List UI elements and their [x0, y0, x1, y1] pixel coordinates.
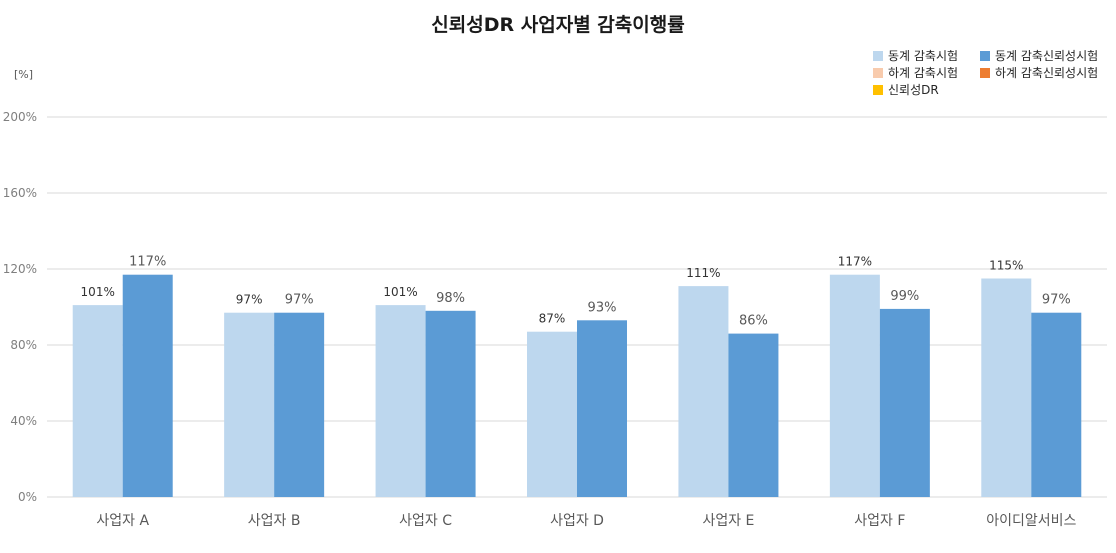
bar-winter-reliability-test	[425, 310, 476, 497]
chart-title: 신뢰성DR 사업자별 감축이행률	[431, 14, 684, 36]
y-tick-label: 160%	[3, 186, 37, 200]
x-category-label: 아이디알서비스	[986, 513, 1076, 529]
legend-swatch	[873, 85, 883, 95]
bar-winter-test	[224, 312, 275, 497]
y-tick-label: 120%	[3, 262, 37, 276]
bar-winter-reliability-test	[879, 308, 930, 497]
legend-swatch	[980, 51, 990, 61]
x-category-label: 사업자 C	[399, 513, 452, 529]
x-category-label: 사업자 A	[96, 513, 149, 529]
y-tick-label: 80%	[10, 338, 37, 352]
x-category-label: 사업자 B	[248, 513, 301, 529]
bar-winter-test	[678, 286, 729, 497]
bar-winter-reliability-test	[577, 320, 627, 497]
data-label: 97%	[285, 293, 314, 308]
bar-winter-test	[375, 305, 426, 497]
legend-label: 동계 감축시험	[888, 49, 958, 63]
data-label: 117%	[838, 255, 872, 269]
x-category-label: 사업자 D	[550, 513, 604, 529]
x-category-label: 사업자 F	[854, 513, 905, 529]
legend-label: 하계 감축신뢰성시험	[995, 66, 1098, 80]
bar-winter-reliability-test	[274, 312, 325, 497]
legend-swatch	[873, 51, 883, 61]
y-tick-label: 0%	[18, 490, 37, 504]
bar-winter-test	[527, 331, 577, 497]
bar-winter-reliability-test	[1031, 312, 1082, 497]
x-axis-categories: 사업자 A 사업자 B 사업자 C 사업자 D 사업자 E 사업자 F 아이디알서비스	[96, 513, 1076, 529]
data-label: 97%	[236, 293, 263, 307]
data-label: 117%	[129, 255, 166, 270]
data-label: 115%	[989, 259, 1023, 273]
legend-swatch	[873, 68, 883, 78]
bars	[72, 274, 1082, 497]
y-axis-unit: [%]	[14, 68, 33, 81]
y-tick-label: 40%	[10, 414, 37, 428]
data-label: 87%	[539, 312, 566, 326]
data-label: 98%	[436, 291, 465, 306]
bar-winter-test	[72, 305, 123, 497]
y-axis-ticks: 0% 40% 80% 120% 160% 200%	[3, 110, 37, 504]
legend-swatch	[980, 68, 990, 78]
legend-label: 하계 감축시험	[888, 66, 958, 80]
data-label: 93%	[588, 300, 617, 315]
data-label: 111%	[686, 266, 720, 280]
bar-winter-reliability-test	[122, 274, 173, 497]
y-tick-label: 200%	[3, 110, 37, 124]
x-category-label: 사업자 E	[702, 513, 754, 529]
data-label: 99%	[890, 289, 919, 304]
bar-winter-reliability-test	[728, 333, 779, 497]
data-label: 97%	[1042, 293, 1071, 308]
data-label: 101%	[81, 285, 115, 299]
legend-label: 동계 감축신뢰성시험	[995, 49, 1098, 63]
bar-winter-test	[981, 278, 1032, 497]
data-labels: 101% 117% 97% 97% 101% 98% 87% 93% 111% 86% 117% 99…	[81, 255, 1071, 329]
data-label: 101%	[383, 285, 417, 299]
bar-winter-test	[829, 274, 880, 497]
data-label: 86%	[739, 314, 768, 329]
legend-label: 신뢰성DR	[888, 83, 939, 97]
